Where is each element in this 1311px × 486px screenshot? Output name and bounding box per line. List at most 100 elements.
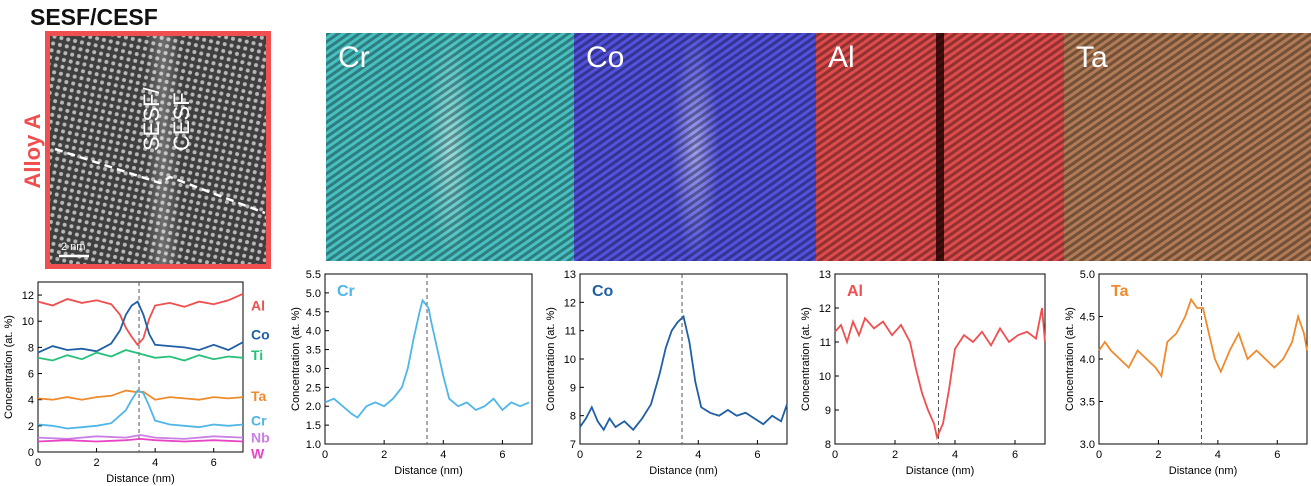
y-tick-label: 13 [819, 269, 831, 281]
map-tile-al: Al [816, 33, 1064, 261]
x-tick-label: 2 [636, 449, 642, 461]
map-tile-co: Co [574, 33, 816, 261]
series-line-nb [37, 434, 244, 440]
chart-ta: 0 2 4 6 3.0 3.5 4.0 4.5 5.0 Distance (nm) Concentr… [1064, 269, 1308, 477]
x-tick-label: 4 [695, 449, 701, 461]
x-axis-label: Distance (nm) [1169, 465, 1237, 477]
y-tick-label: 4.0 [1080, 354, 1095, 366]
legend-label-w: W [251, 445, 265, 461]
plot-frame [1098, 273, 1308, 445]
y-tick-label: 3.5 [1080, 397, 1095, 409]
y-tick-label: 4.5 [306, 307, 321, 319]
y-axis-label: Concentration (at. %) [545, 307, 557, 411]
series-line-cr [37, 389, 244, 430]
x-tick-label: 6 [1274, 449, 1280, 461]
y-axis-label: Concentration (at. %) [3, 315, 15, 419]
x-tick-label: 6 [754, 449, 760, 461]
series-line-cr [324, 298, 530, 419]
chart-al: 0 2 4 6 8 9 10 11 12 13 Distance (nm) Concentration… [800, 269, 1046, 477]
legend-label-al: Al [251, 298, 265, 314]
x-tick-label: 4 [1215, 449, 1221, 461]
series-line-w [37, 437, 244, 443]
chart-title: Cr [337, 283, 355, 300]
y-tick-label: 3.0 [306, 363, 321, 375]
y-tick-label: 4.0 [306, 326, 321, 338]
x-tick-label: 6 [499, 449, 505, 461]
y-tick-label: 2 [28, 421, 34, 433]
x-tick-label: 0 [322, 449, 328, 461]
element-maps: Cr Co Al Ta [326, 33, 1311, 261]
y-axis-label: Concentration (at. %) [1064, 307, 1076, 411]
haadf-annotation-line2: CESF [169, 92, 194, 151]
legend-label-ta: Ta [251, 388, 267, 404]
y-axis-label: Concentration (at. %) [800, 307, 812, 411]
figure-title: SESF/CESF [30, 4, 158, 30]
series-line-ta [1098, 297, 1308, 379]
y-tick-label: 13 [564, 269, 576, 281]
x-axis-label: Distance (nm) [649, 465, 717, 477]
map-label-al: Al [828, 41, 855, 74]
y-tick-label: 5.5 [306, 269, 321, 281]
dashed-trace-line [54, 147, 266, 215]
plot-frame [324, 273, 533, 445]
series-line-al [37, 292, 244, 347]
series-line-co [37, 300, 244, 354]
y-tick-label: 12 [819, 303, 831, 315]
chart-co: 0 2 4 6 7 8 9 10 11 12 13 Distance (nm) Concentratio… [545, 269, 788, 477]
chart-all-elements: 0 2 4 6 0 2 4 6 8 10 12 Distance (nm) Concentration … [3, 281, 270, 485]
x-tick-label: 2 [1155, 449, 1161, 461]
series-line-al [834, 307, 1046, 441]
y-axis-label: Concentration (at. %) [290, 307, 302, 411]
y-tick-label: 2.5 [306, 382, 321, 394]
scale-bar-label: 2 nm [61, 241, 85, 253]
plot-frame [37, 281, 244, 453]
map-tile-cr: Cr [326, 33, 574, 261]
legend-label-co: Co [251, 326, 270, 342]
y-tick-label: 4 [28, 395, 34, 407]
y-tick-label: 6 [28, 369, 34, 381]
x-tick-label: 2 [381, 449, 387, 461]
x-tick-label: 0 [832, 449, 838, 461]
x-tick-label: 0 [577, 449, 583, 461]
y-tick-label: 5.0 [306, 288, 321, 300]
fault-band [145, 36, 181, 264]
legend-label-cr: Cr [251, 413, 267, 429]
y-tick-label: 1.5 [306, 420, 321, 432]
alloy-label: Alloy A [20, 113, 45, 189]
series-line-co [579, 314, 788, 432]
haadf-annotation-line1: SESF/ [139, 87, 164, 151]
x-tick-label: 6 [1012, 449, 1018, 461]
chart-title: Co [592, 283, 614, 300]
plot-frame [834, 273, 1046, 445]
y-tick-label: 8 [570, 411, 576, 423]
y-tick-label: 12 [564, 297, 576, 309]
map-tile-ta: Ta [1064, 33, 1311, 261]
haadf-image-panel: SESF/ CESF 2 nm [45, 31, 271, 269]
x-tick-label: 4 [440, 449, 446, 461]
series-line-ti [37, 349, 244, 362]
y-tick-label: 8 [825, 439, 831, 451]
y-tick-label: 12 [22, 290, 34, 302]
y-tick-label: 10 [819, 371, 831, 383]
y-tick-label: 10 [22, 316, 34, 328]
x-tick-label: 4 [152, 457, 158, 469]
y-tick-label: 9 [825, 405, 831, 417]
y-tick-label: 0 [28, 447, 34, 459]
y-tick-label: 3.5 [306, 345, 321, 357]
y-tick-label: 3.0 [1080, 439, 1095, 451]
y-tick-label: 11 [565, 326, 576, 338]
map-label-ta: Ta [1076, 41, 1108, 74]
legend-label-ti: Ti [251, 347, 263, 363]
x-tick-label: 0 [1096, 449, 1102, 461]
y-tick-label: 10 [564, 354, 576, 366]
y-tick-label: 8 [28, 342, 34, 354]
legend-label-nb: Nb [251, 430, 270, 446]
y-tick-label: 7 [570, 439, 576, 451]
x-tick-label: 2 [94, 457, 100, 469]
x-axis-label: Distance (nm) [906, 465, 974, 477]
x-tick-label: 4 [952, 449, 958, 461]
x-axis-label: Distance (nm) [394, 465, 462, 477]
x-tick-label: 0 [35, 457, 41, 469]
map-label-cr: Cr [338, 41, 370, 74]
y-tick-label: 11 [820, 337, 831, 349]
